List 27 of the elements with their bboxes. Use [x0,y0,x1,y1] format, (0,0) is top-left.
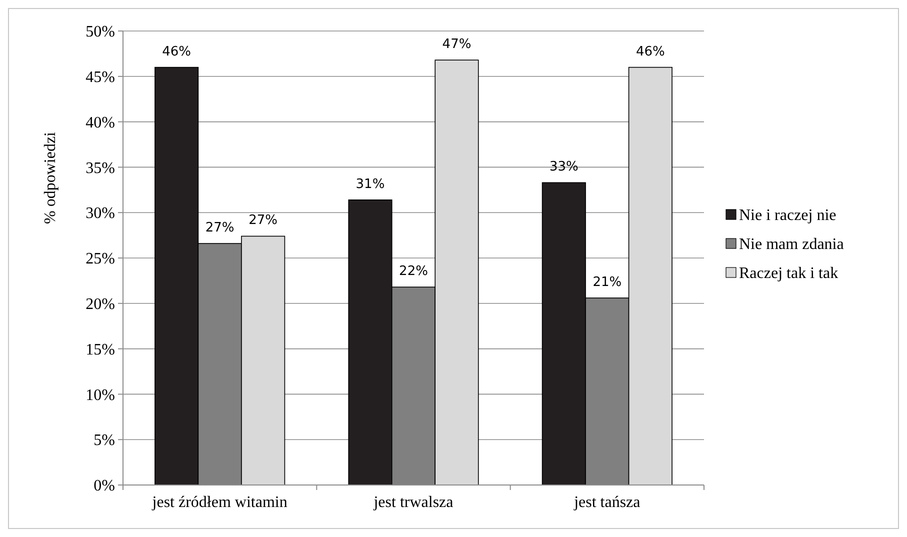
y-tick-label: 40% [86,114,115,132]
data-label: 47% [442,37,472,52]
y-tick-label: 25% [86,250,115,268]
data-label: 21% [592,274,622,290]
legend-label: Nie i raczej nie [739,207,836,224]
y-tick-label: 50% [86,24,115,41]
legend-label: Nie mam zdania [739,236,844,254]
x-tick-label: jest źródłem witamin [151,494,288,511]
data-label: 27% [248,213,278,228]
y-tick-label: 45% [86,69,115,86]
y-axis-title: % odpowiedzi [42,131,59,224]
y-tick-label: 0% [94,478,115,495]
data-label: 27% [205,220,234,236]
data-label: 46% [636,44,665,60]
x-tick-label: jest trwalsza [372,494,454,511]
data-label: 22% [399,264,428,280]
data-label: 31% [356,176,385,192]
y-tick-label: 20% [86,296,115,313]
y-tick-label: 35% [86,160,115,177]
data-label: 46% [162,44,192,60]
y-tick-label: 30% [86,205,115,222]
y-tick-label: 5% [94,432,115,450]
data-label: 33% [549,160,578,175]
y-tick-label: 10% [86,386,115,404]
x-tick-label: jest tańsza [573,494,640,511]
y-tick-label: 15% [86,341,115,358]
legend-label: Raczej tak i tak [739,265,838,282]
